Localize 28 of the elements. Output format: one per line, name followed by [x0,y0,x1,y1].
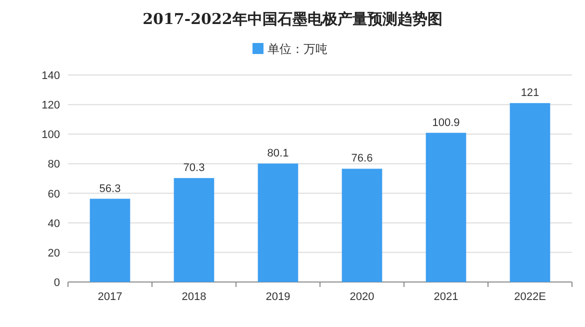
bar [174,178,214,282]
bar [90,198,130,282]
x-tick-label: 2019 [266,291,290,303]
bar [426,132,466,282]
x-tick-label: 2017 [98,291,122,303]
bar [342,168,382,282]
data-label: 121 [520,87,540,100]
data-label: 100.9 [432,116,460,129]
x-tick-label: 2021 [434,291,458,303]
x-tick-label: 2022E [514,291,546,303]
data-label: 76.6 [351,152,373,165]
y-tick-label: 0 [54,277,60,289]
data-label: 80.1 [267,148,289,160]
bar [510,103,550,282]
legend-label: 单位：万吨 [268,42,328,56]
y-tick-label: 100 [42,129,60,142]
chart-title: 2017-2022年中国石墨电极产量预测趋势图 [142,10,442,28]
y-tick-label: 60 [48,188,60,200]
bar [258,164,298,282]
y-tick-label: 140 [42,70,60,82]
y-tick-label: 120 [42,100,60,112]
y-tick-label: 80 [48,158,60,171]
data-label: 56.3 [99,182,121,195]
y-tick-label: 20 [48,247,60,260]
x-tick-label: 2020 [350,291,374,303]
y-tick-label: 40 [48,218,60,230]
x-tick-label: 2018 [182,291,206,303]
data-label: 70.3 [183,162,205,174]
